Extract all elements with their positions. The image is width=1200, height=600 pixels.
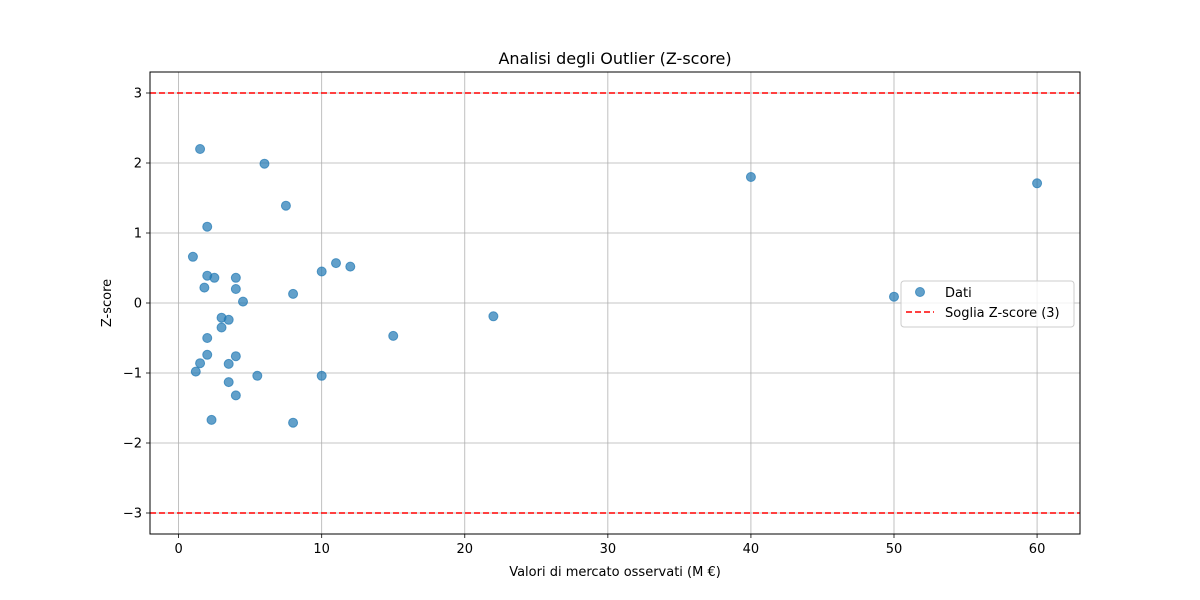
data-point <box>288 417 299 428</box>
y-tick-label: 2 <box>134 157 142 172</box>
data-point <box>190 366 201 377</box>
data-point <box>195 144 206 154</box>
data-point <box>488 311 499 322</box>
data-point <box>316 370 327 381</box>
data-point <box>202 333 213 343</box>
data-point <box>195 358 206 369</box>
data-point <box>230 351 241 362</box>
data-point <box>216 322 227 333</box>
data-point <box>331 258 341 269</box>
legend-marker-dati <box>915 287 925 297</box>
data-point <box>259 158 270 169</box>
y-tick-label: 3 <box>134 87 142 102</box>
data-point <box>209 272 220 283</box>
legend: Dati Soglia Z-score (3) <box>900 280 1075 328</box>
x-tick-label: 50 <box>886 542 903 557</box>
legend-label-threshold: Soglia Z-score (3) <box>945 306 1060 321</box>
x-tick-label: 60 <box>1029 542 1046 557</box>
data-point <box>316 266 327 277</box>
y-tick-label: −2 <box>123 437 142 452</box>
data-point <box>230 284 241 294</box>
x-axis-title: Valori di mercato osservati (M €) <box>509 565 721 580</box>
data-point <box>1032 178 1043 189</box>
legend-label-dati: Dati <box>945 286 972 301</box>
data-point <box>223 358 234 369</box>
y-tick-label: −1 <box>123 367 142 382</box>
y-tick-label: 0 <box>134 297 142 312</box>
x-tick-label: 40 <box>743 542 760 557</box>
data-point <box>202 349 213 360</box>
data-point <box>388 330 399 341</box>
data-point <box>252 370 263 381</box>
y-axis-title: Z-score <box>100 279 115 327</box>
y-tick-label: 1 <box>134 227 142 242</box>
data-point <box>230 272 241 283</box>
data-point <box>199 282 210 293</box>
y-tick-label: −3 <box>123 507 142 522</box>
points-layer <box>187 144 1043 428</box>
data-point <box>889 291 899 302</box>
x-tick-label: 0 <box>174 542 182 557</box>
chart-title: Analisi degli Outlier (Z-score) <box>498 49 731 68</box>
y-axis: −3 −2 −1 0 1 2 3 <box>123 87 150 522</box>
data-point <box>230 390 241 401</box>
x-tick-label: 30 <box>600 542 617 557</box>
data-point <box>223 377 234 388</box>
data-point <box>187 251 198 262</box>
data-point <box>206 414 217 425</box>
data-point <box>202 221 213 232</box>
data-point <box>345 261 356 272</box>
legend-box <box>900 280 1075 328</box>
data-point <box>280 200 291 211</box>
data-point <box>223 314 234 325</box>
x-axis: 0 10 20 30 40 50 60 <box>174 534 1045 557</box>
data-point <box>288 288 299 299</box>
x-tick-label: 10 <box>313 542 330 557</box>
data-point <box>745 172 756 182</box>
x-tick-label: 20 <box>456 542 473 557</box>
data-point <box>238 296 248 307</box>
threshold-layer <box>150 92 1080 514</box>
